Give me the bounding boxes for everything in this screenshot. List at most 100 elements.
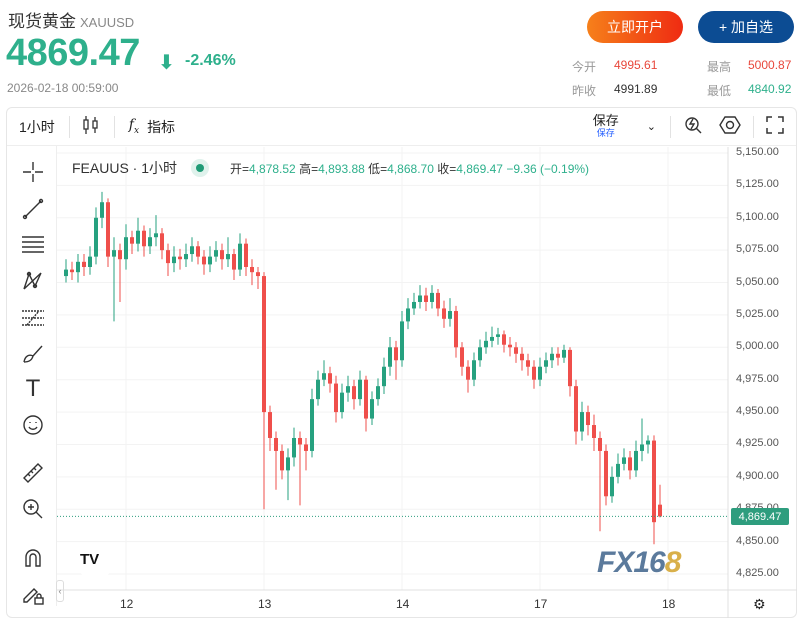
candle-body	[190, 246, 194, 255]
candle-body	[472, 360, 476, 380]
interval-selector[interactable]: 1小时	[19, 118, 55, 135]
candle-body	[604, 450, 608, 497]
y-tick-label: 4,850.00	[736, 534, 779, 547]
chart-panel	[6, 107, 797, 618]
watermark-logo: FX168	[597, 546, 681, 579]
candle-body	[292, 437, 296, 458]
fib-icon[interactable]	[21, 306, 45, 330]
fx-icon[interactable]: fx	[128, 117, 140, 136]
price-change: -2.46%	[185, 52, 236, 69]
candle-body	[322, 373, 326, 380]
legend-symbol: FEAUUS · 1小时	[72, 160, 178, 176]
x-tick-label: 14	[396, 597, 410, 611]
horizontal-lines-icon[interactable]	[21, 232, 45, 256]
candle-body	[250, 266, 254, 273]
y-tick-label: 5,100.00	[736, 210, 779, 223]
zoom-in-icon[interactable]	[21, 497, 45, 521]
x-tick-label: 18	[662, 597, 676, 611]
candle-body	[562, 349, 566, 358]
x-tick-label: 17	[534, 597, 548, 611]
candle-body	[70, 269, 74, 273]
candle-body	[316, 379, 320, 400]
candle-body	[394, 347, 398, 361]
candle-body	[172, 256, 176, 264]
stat-value: 4991.89	[614, 82, 658, 96]
brush-icon[interactable]	[21, 342, 45, 366]
y-tick-label: 5,050.00	[736, 275, 779, 288]
candle-body	[280, 450, 284, 471]
candle-body	[490, 336, 494, 341]
text-icon[interactable]: T	[26, 377, 40, 402]
timestamp: 2026-02-18 00:59:00	[7, 81, 119, 95]
emoji-icon[interactable]	[21, 413, 45, 437]
candle-body	[214, 250, 218, 257]
magnet-icon[interactable]	[21, 546, 45, 570]
candle-body	[460, 347, 464, 367]
chevron-down-icon[interactable]: ⌄	[646, 121, 656, 133]
y-tick-label: 4,925.00	[736, 437, 779, 450]
y-tick-label: 5,075.00	[736, 243, 779, 256]
candle-body	[514, 347, 518, 354]
trend-line-icon[interactable]	[21, 197, 45, 221]
candle-body	[448, 311, 452, 319]
candlestick-type-icon[interactable]	[82, 115, 102, 138]
candle-body	[628, 457, 632, 471]
candle-body	[64, 269, 68, 277]
candle-body	[406, 308, 410, 322]
candle-body	[226, 254, 230, 260]
candle-body	[232, 254, 236, 270]
candle-body	[94, 217, 98, 257]
indicators-button[interactable]: 指标	[147, 118, 176, 135]
candle-body	[346, 386, 350, 393]
divider	[753, 115, 754, 138]
candle-body	[640, 444, 644, 451]
candle-body	[478, 347, 482, 361]
save-button[interactable]: 保存 保存	[592, 112, 619, 138]
stat-label: 最低	[707, 84, 732, 98]
candle-body	[238, 243, 242, 270]
candle-body	[574, 386, 578, 432]
current-price: 4869.47	[6, 32, 140, 74]
open-account-button[interactable]: 立即开户	[587, 11, 683, 43]
candle-body	[100, 202, 104, 218]
candle-body	[166, 250, 170, 264]
market-status-icon	[191, 159, 210, 177]
candle-body	[160, 233, 164, 251]
y-tick-label: 4,900.00	[736, 469, 779, 482]
candle-body	[136, 230, 140, 244]
candle-body	[520, 353, 524, 361]
stat-value: 4995.61	[614, 58, 658, 72]
candle-body	[424, 295, 428, 302]
candle-body	[184, 254, 188, 260]
candle-body	[454, 311, 458, 348]
add-watchlist-button[interactable]: + 加自选	[698, 11, 794, 43]
crosshair-icon[interactable]	[21, 160, 45, 184]
candle-body	[400, 321, 404, 361]
instrument-title: 现货黄金 XAUUSD	[8, 12, 135, 31]
candle-body	[610, 476, 614, 497]
candle-body	[580, 412, 584, 432]
collapse-toolbar-handle[interactable]: ‹	[56, 580, 64, 602]
candle-body	[328, 373, 332, 384]
axis-settings-icon[interactable]: ⚙	[753, 596, 766, 612]
candle-body	[364, 379, 368, 419]
pattern-icon[interactable]	[21, 269, 45, 293]
candle-body	[142, 230, 146, 247]
x-tick-label: 12	[120, 597, 134, 611]
candle-body	[658, 504, 662, 517]
tradingview-logo[interactable]: TV	[80, 551, 110, 575]
ruler-icon[interactable]	[21, 461, 45, 485]
lock-drawing-icon[interactable]	[21, 582, 45, 606]
candle-body	[634, 450, 638, 471]
y-tick-label: 4,825.00	[736, 567, 779, 579]
settings-icon[interactable]	[719, 114, 741, 139]
candle-body	[118, 250, 122, 260]
fullscreen-icon[interactable]	[766, 116, 784, 137]
candle-body	[274, 437, 278, 451]
candle-body	[382, 366, 386, 387]
candle-body	[124, 237, 128, 260]
quick-search-icon[interactable]	[683, 115, 703, 138]
y-tick-label: 5,000.00	[736, 340, 779, 353]
x-tick-label: 13	[258, 597, 272, 611]
